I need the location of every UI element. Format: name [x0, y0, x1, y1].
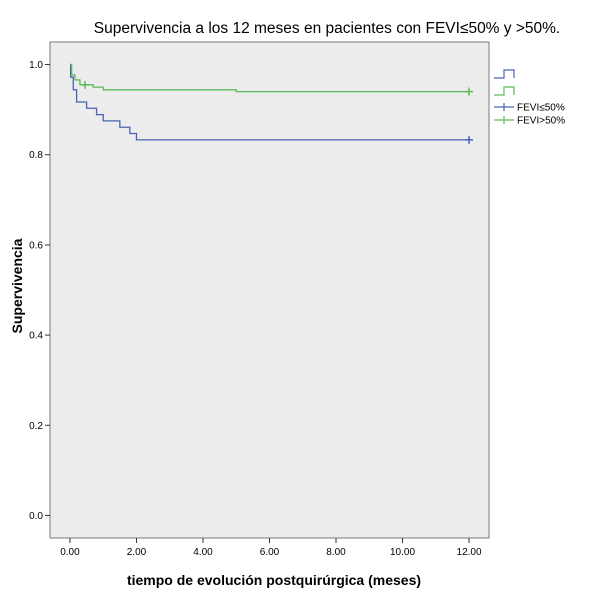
legend-label: FEVI≤50%: [517, 103, 565, 114]
legend-step-2: [494, 86, 515, 96]
x-axis-label: tiempo de evolución postquirúrgica (mese…: [127, 572, 421, 588]
legend-entry-1: FEVI≤50%: [494, 103, 565, 114]
x-tick-label: 12.00: [457, 547, 482, 558]
censor-mark: [465, 87, 474, 96]
chart-title: Supervivencia a los 12 meses en paciente…: [94, 20, 560, 37]
x-tick-label: 0.00: [60, 547, 80, 558]
legend-step-symbol: [494, 69, 515, 79]
survival-curve: [69, 63, 470, 141]
series-1: [69, 63, 474, 144]
y-tick-label: 1.0: [29, 60, 43, 71]
legend-label: FEVI>50%: [517, 116, 565, 127]
y-tick-label: 0.2: [29, 421, 43, 432]
series-layer: [69, 63, 474, 144]
legend: FEVI≤50% FEVI>50%: [494, 69, 565, 127]
plot-area: [49, 41, 490, 539]
series-2: [69, 63, 474, 96]
censor-mark: [465, 135, 474, 144]
x-tick-label: 8.00: [326, 547, 346, 558]
legend-step-symbol: [494, 86, 515, 96]
y-tick-label: 0.6: [29, 240, 43, 251]
x-tick-label: 2.00: [127, 547, 147, 558]
legend-step-1: [494, 69, 515, 79]
x-tick-label: 6.00: [260, 547, 280, 558]
legend-entry-2: FEVI>50%: [494, 116, 565, 127]
x-tick-label: 10.00: [390, 547, 415, 558]
x-axis: 0.00 2.00 4.00 6.00 8.00 10.00 12.00: [60, 538, 482, 558]
y-tick-label: 0.8: [29, 150, 43, 161]
y-tick-label: 0.0: [29, 511, 43, 522]
x-tick-label: 4.00: [193, 547, 213, 558]
censor-mark: [80, 80, 89, 89]
y-axis: 0.0 0.2 0.4 0.6 0.8 1.0: [29, 60, 50, 522]
y-axis-label: Supervivencia: [9, 238, 25, 333]
y-tick-label: 0.4: [29, 331, 43, 342]
